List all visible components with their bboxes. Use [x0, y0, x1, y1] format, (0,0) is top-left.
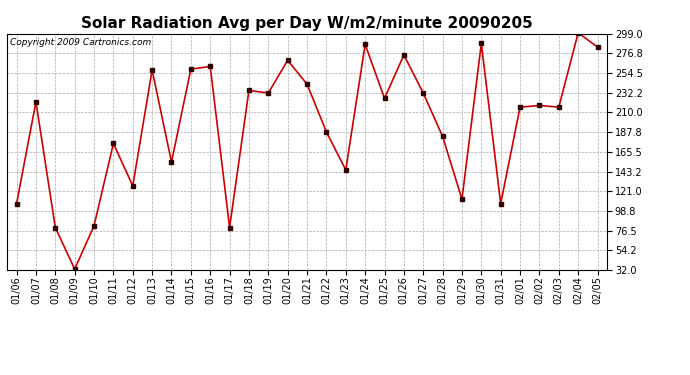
Title: Solar Radiation Avg per Day W/m2/minute 20090205: Solar Radiation Avg per Day W/m2/minute … [81, 16, 533, 31]
Text: Copyright 2009 Cartronics.com: Copyright 2009 Cartronics.com [10, 39, 151, 48]
